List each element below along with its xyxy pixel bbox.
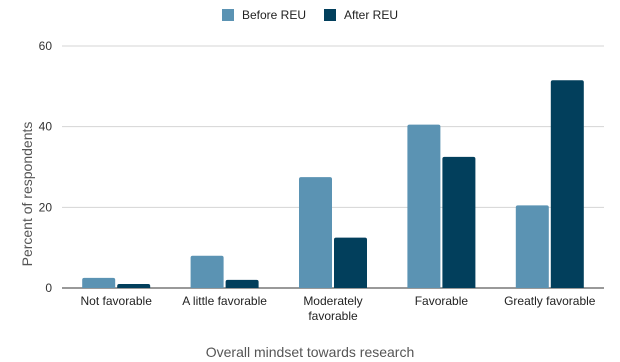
bar-before (82, 277, 116, 288)
x-tick-label: Not favorable (81, 294, 153, 308)
legend-item-after: After REU (324, 8, 398, 22)
legend-item-before: Before REU (221, 8, 306, 22)
x-tick-label: Greatly favorable (504, 294, 596, 308)
x-tick-label: Moderately favorable (303, 294, 362, 323)
bar-before (407, 124, 441, 289)
y-tick-label: 60 (39, 39, 53, 53)
x-tick-label: Favorable (415, 294, 469, 308)
bar-before (190, 255, 224, 288)
x-tick-label: A little favorable (182, 294, 267, 308)
bar-after (225, 279, 259, 288)
legend-swatch-after (324, 9, 336, 21)
bar-after (117, 283, 151, 288)
y-axis-title: Percent of respondents (19, 121, 35, 267)
y-tick-label: 20 (39, 200, 53, 214)
bar-before (299, 177, 332, 288)
bar-before (515, 205, 549, 288)
y-tick-label: 40 (39, 120, 53, 134)
y-tick-label: 0 (45, 281, 52, 295)
legend-swatch-before (221, 9, 234, 21)
legend-label-before: Before REU (241, 8, 306, 22)
bar-after (442, 156, 476, 288)
bar-after (334, 237, 367, 288)
x-axis-title: Overall mindset towards research (205, 344, 415, 360)
legend-label-after: After REU (344, 8, 399, 22)
legend: Before REU After REU (0, 8, 620, 22)
bar-after (550, 80, 584, 289)
